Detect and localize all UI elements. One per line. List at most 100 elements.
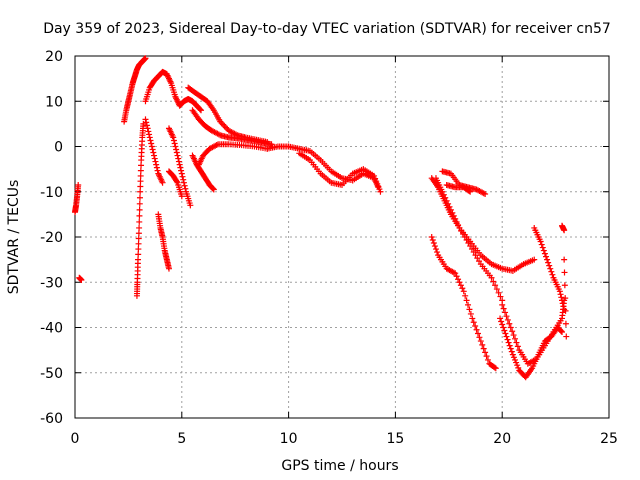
series-late-a	[428, 175, 538, 274]
data-point	[143, 119, 150, 126]
data-point	[182, 185, 189, 192]
data-point	[465, 301, 472, 308]
x-tick-label: 20	[493, 431, 511, 447]
data-point	[135, 246, 142, 253]
data-point	[463, 297, 470, 304]
data-point	[484, 356, 491, 363]
data-point	[177, 164, 184, 171]
x-tick-label: 15	[386, 431, 404, 447]
data-point	[431, 243, 438, 250]
y-tick-label: -20	[40, 230, 63, 246]
data-point	[514, 343, 521, 350]
y-tick-label: 0	[54, 140, 63, 156]
data-point	[179, 173, 186, 180]
data-point	[515, 364, 522, 371]
data-point	[453, 273, 460, 280]
data-point	[197, 106, 204, 113]
data-point	[467, 310, 474, 317]
series-late-b	[432, 175, 506, 304]
x-tick-label: 10	[280, 431, 298, 447]
data-point	[75, 181, 82, 188]
data-point	[143, 122, 150, 129]
series-plateau-b	[296, 150, 384, 195]
data-point	[170, 134, 177, 141]
data-point	[428, 234, 435, 240]
data-point	[480, 345, 487, 352]
data-point	[561, 227, 568, 234]
x-axis-label: GPS time / hours	[281, 458, 398, 474]
data-point	[470, 319, 477, 326]
data-point	[548, 268, 555, 275]
data-point	[146, 131, 153, 138]
series-right-tail	[561, 256, 570, 340]
data-point	[468, 246, 475, 253]
data-point	[137, 178, 144, 185]
data-point	[562, 320, 569, 327]
data-point	[559, 297, 566, 304]
data-point	[151, 152, 158, 159]
data-point	[442, 194, 449, 201]
series-arc-main	[142, 68, 205, 114]
data-point	[178, 167, 185, 174]
data-point	[376, 186, 383, 193]
data-point	[135, 230, 142, 237]
data-point	[137, 188, 144, 195]
data-point	[372, 175, 379, 182]
data-point	[561, 269, 568, 276]
series-late-c	[428, 234, 499, 372]
data-point	[210, 185, 217, 192]
data-point	[540, 247, 547, 254]
data-point	[187, 202, 194, 209]
x-tick-label: 0	[71, 431, 80, 447]
data-point	[538, 241, 545, 248]
data-point	[467, 243, 474, 250]
data-point	[509, 351, 516, 358]
data-point	[210, 186, 217, 193]
y-tick-label: -60	[40, 411, 63, 427]
data-point	[510, 332, 517, 339]
chart-title: Day 359 of 2023, Sidereal Day-to-day VTE…	[43, 21, 611, 37]
data-point	[557, 291, 564, 298]
data-point	[198, 107, 205, 114]
data-point	[507, 345, 514, 352]
data-point	[176, 161, 183, 168]
x-tick-label: 25	[600, 431, 618, 447]
data-point	[434, 249, 441, 256]
data-point	[142, 55, 149, 62]
data-point	[172, 143, 179, 150]
data-point	[473, 326, 480, 333]
data-point	[135, 251, 142, 258]
data-point	[153, 164, 160, 171]
data-point	[170, 137, 177, 144]
series-right-end	[559, 222, 568, 234]
y-tick-label: -30	[40, 275, 63, 291]
data-point	[148, 140, 155, 147]
data-point	[492, 282, 499, 289]
data-point	[439, 188, 446, 195]
data-point	[152, 158, 159, 165]
data-point	[173, 178, 180, 185]
series-arc-mid	[189, 107, 275, 148]
data-point	[175, 158, 182, 165]
series-spike-down	[133, 120, 147, 299]
data-point	[503, 333, 510, 340]
data-point	[460, 230, 467, 237]
data-point	[563, 333, 570, 340]
data-point	[443, 197, 450, 204]
series-rise	[121, 55, 149, 125]
data-point	[467, 188, 474, 195]
data-point	[474, 330, 481, 337]
data-point	[371, 172, 378, 179]
data-point	[174, 152, 181, 159]
data-point	[445, 200, 452, 207]
data-point	[514, 362, 521, 369]
data-point	[558, 294, 565, 301]
data-point	[136, 200, 143, 207]
data-point	[137, 183, 144, 190]
y-tick-label: 20	[45, 49, 63, 65]
data-point	[504, 316, 511, 323]
y-axis-label: SDTVAR / TECUs	[6, 180, 22, 295]
data-point	[482, 191, 489, 198]
data-point	[456, 279, 463, 286]
